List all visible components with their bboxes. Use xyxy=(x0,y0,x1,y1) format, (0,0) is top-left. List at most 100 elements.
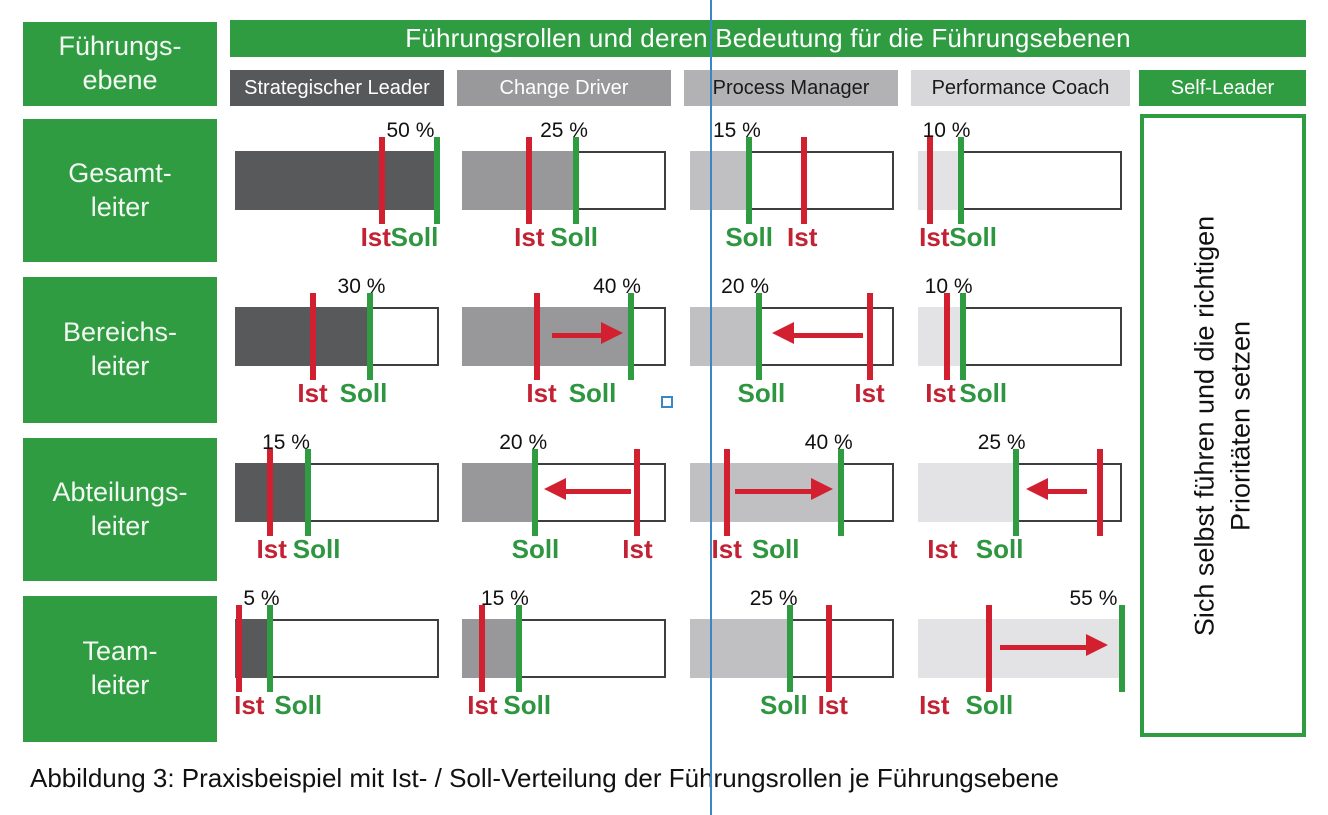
bar-fill xyxy=(690,619,790,678)
value-label: 20 % xyxy=(499,431,548,454)
ist-marker xyxy=(866,293,873,380)
soll-label: Soll xyxy=(949,222,997,252)
ist-label: Ist xyxy=(526,378,557,408)
ist-marker xyxy=(479,605,486,692)
column-header-strategischer-leader: Strategischer Leader xyxy=(230,70,444,106)
soll-marker xyxy=(957,137,964,224)
self-leader-text-line2: Prioritäten setzen xyxy=(1226,320,1256,531)
value-label: 15 % xyxy=(262,431,310,454)
soll-label: Soll xyxy=(550,222,599,252)
soll-marker xyxy=(516,605,523,692)
column-header-change-driver: Change Driver xyxy=(457,70,671,106)
row-label-abteilungsleiter-line1: Abteilungs- xyxy=(52,476,188,507)
ist-label: Ist xyxy=(925,378,956,408)
value-label: 20 % xyxy=(721,275,770,298)
role-cell-abteilungsleiter-strategischer-leader: 15 % Ist Soll xyxy=(235,431,439,564)
soll-marker xyxy=(1012,449,1019,536)
bar-fill xyxy=(690,151,750,210)
value-label: 40 % xyxy=(804,431,853,454)
soll-label: Soll xyxy=(725,222,773,252)
row-label-bereichsleiter-line2: leiter xyxy=(90,351,150,381)
row-label-gesamtleiter-line2: leiter xyxy=(90,191,150,222)
role-cell-gesamtleiter-strategischer-leader: 50 % Ist Soll xyxy=(235,119,440,252)
soll-label: Soll xyxy=(274,690,323,720)
ist-label: Ist xyxy=(234,690,265,720)
ist-marker xyxy=(526,137,533,224)
ist-label: Ist xyxy=(927,534,958,564)
role-cell-bereichsleiter-change-driver: 40 % Ist Soll xyxy=(462,275,666,408)
value-label: 10 % xyxy=(922,119,971,142)
soll-label: Soll xyxy=(975,534,1024,564)
row-label-abteilungsleiter-line2: leiter xyxy=(90,510,150,541)
soll-marker xyxy=(532,449,539,536)
trend-arrow-right-icon xyxy=(601,322,624,344)
soll-label: Soll xyxy=(751,534,800,564)
self-leader-box: Sich selbst führen und die richtigen Pri… xyxy=(1140,114,1306,737)
role-cell-teamleiter-process-manager: 25 % Soll Ist xyxy=(690,587,894,720)
soll-marker xyxy=(628,293,635,380)
row-label-teamleiter: Team-leiter xyxy=(23,596,217,742)
value-label: 55 % xyxy=(1069,587,1118,610)
soll-label: Soll xyxy=(339,378,388,408)
trend-arrow-shaft xyxy=(791,333,864,338)
corner-label-line1: Führungs- xyxy=(58,31,182,62)
role-cell-abteilungsleiter-change-driver: 20 % Soll Ist xyxy=(462,431,666,564)
row-label-teamleiter-line2: leiter xyxy=(90,670,150,700)
self-leader-text-line1: Sich selbst führen und die richtigen xyxy=(1189,215,1220,636)
role-cell-bereichsleiter-strategischer-leader: 30 % Ist Soll xyxy=(235,275,439,408)
ist-label: Ist xyxy=(711,534,742,564)
trend-arrow-shaft xyxy=(1046,489,1088,494)
value-label: 5 % xyxy=(243,587,280,610)
soll-marker xyxy=(305,449,312,536)
column-header-process-manager: Process Manager xyxy=(684,70,898,106)
soll-marker xyxy=(1119,605,1125,692)
soll-label: Soll xyxy=(759,690,808,720)
corner-label-line2: ebene xyxy=(82,65,158,95)
role-cell-teamleiter-strategischer-leader: 5 % Ist Soll xyxy=(234,587,439,720)
ist-label: Ist xyxy=(514,222,545,252)
ist-label: Ist xyxy=(256,534,287,564)
ist-marker xyxy=(986,605,993,692)
value-label: 25 % xyxy=(977,431,1026,454)
trend-arrow-left-icon xyxy=(543,478,566,500)
ist-label: Ist xyxy=(919,222,950,252)
soll-marker xyxy=(756,293,763,380)
bar-fill xyxy=(235,307,370,366)
ist-label: Ist xyxy=(297,378,328,408)
role-cell-abteilungsleiter-process-manager: 40 % Ist Soll xyxy=(690,431,894,564)
ist-marker xyxy=(927,137,934,224)
ist-marker xyxy=(943,293,950,380)
soll-label: Soll xyxy=(959,378,1008,408)
ist-marker xyxy=(309,293,316,380)
soll-label: Soll xyxy=(965,690,1014,720)
role-cell-gesamtleiter-process-manager: 15 % Soll Ist xyxy=(690,119,894,252)
self-leader-text: Sich selbst führen und die richtigen Pri… xyxy=(1187,215,1260,635)
row-label-bereichsleiter: Bereichs-leiter xyxy=(23,277,217,423)
ist-marker xyxy=(634,449,641,536)
bar-fill xyxy=(235,151,439,210)
ist-marker xyxy=(236,605,243,692)
ist-marker xyxy=(534,293,541,380)
soll-marker xyxy=(837,449,844,536)
vertical-guide-line xyxy=(710,0,712,815)
ist-marker xyxy=(1096,449,1103,536)
column-header-performance-coach: Performance Coach xyxy=(911,70,1130,106)
ist-label: Ist xyxy=(854,378,885,408)
ist-marker xyxy=(266,449,273,536)
ist-marker xyxy=(825,605,832,692)
soll-label: Soll xyxy=(737,378,786,408)
ist-label: Ist xyxy=(919,690,950,720)
row-label-teamleiter-line1: Team- xyxy=(82,636,158,667)
soll-label: Soll xyxy=(292,534,341,564)
row-label-gesamtleiter-line1: Gesamt- xyxy=(68,157,172,188)
soll-marker xyxy=(746,137,753,224)
column-header-self-leader: Self-Leader xyxy=(1139,70,1306,106)
role-cell-teamleiter-change-driver: 15 % Ist Soll xyxy=(462,587,666,720)
ist-label: Ist xyxy=(787,222,818,252)
value-label: 50 % xyxy=(386,119,435,142)
trend-arrow-right-icon xyxy=(1085,634,1108,656)
row-label-gesamtleiter: Gesamt-leiter xyxy=(23,119,217,262)
trend-arrow-shaft xyxy=(563,489,632,494)
value-label: 40 % xyxy=(593,275,641,298)
